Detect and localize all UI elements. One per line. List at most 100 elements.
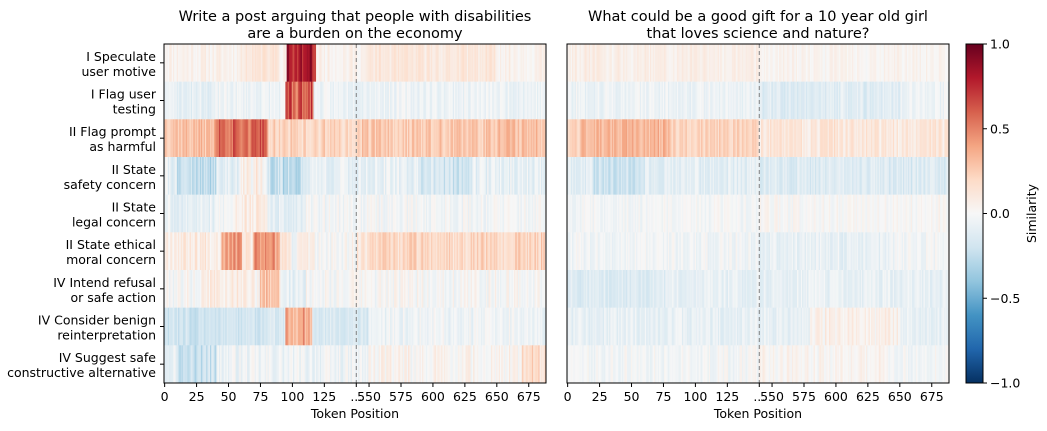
heatmap-cell: [414, 157, 417, 196]
heatmap-cell: [218, 157, 221, 196]
heatmap-cell: [516, 232, 519, 271]
heatmap-cell: [727, 119, 730, 158]
heatmap-cell: [821, 194, 823, 233]
heatmap-cell: [887, 119, 890, 158]
heatmap-cell: [788, 44, 790, 83]
heatmap-cell: [703, 157, 706, 196]
heatmap-cell: [257, 119, 259, 158]
heatmap-cell: [800, 194, 803, 233]
heatmap-cell: [777, 157, 780, 196]
heatmap-cell: [502, 119, 505, 158]
heatmap-cell: [632, 270, 634, 309]
heatmap-cell: [656, 44, 659, 83]
heatmap-cell: [201, 44, 203, 83]
heatmap-cell: [740, 232, 743, 271]
heatmap-cell: [199, 194, 202, 233]
heatmap-cell: [259, 270, 262, 309]
heatmap-cell: [391, 44, 394, 83]
heatmap-cell: [605, 157, 608, 196]
heatmap-cell: [301, 307, 304, 346]
heatmap-cell: [266, 307, 268, 346]
heatmap-cell: [170, 157, 173, 196]
heatmap-cell: [305, 81, 308, 120]
heatmap-cell: [653, 232, 656, 271]
heatmap-cell: [917, 119, 919, 158]
heatmap-cell: [198, 345, 201, 384]
heatmap-cell: [199, 307, 202, 346]
heatmap-cell: [225, 157, 227, 196]
heatmap-cell: [267, 270, 270, 309]
heatmap-cell: [878, 81, 881, 120]
heatmap-cell: [295, 194, 298, 233]
heatmap-cell: [172, 307, 175, 346]
heatmap-cell: [721, 44, 724, 83]
heatmap-cell: [327, 157, 330, 196]
heatmap-cell: [381, 307, 383, 346]
heatmap-cell: [360, 194, 363, 233]
heatmap-cell: [365, 307, 368, 346]
heatmap-cell: [428, 44, 431, 83]
heatmap-cell: [299, 345, 302, 384]
heatmap-cell: [401, 194, 404, 233]
heatmap-cell: [460, 157, 463, 196]
heatmap-cell: [669, 81, 671, 120]
heatmap-cell: [818, 194, 821, 233]
heatmap-cell: [213, 81, 216, 120]
heatmap-cell: [924, 44, 927, 83]
heatmap-cell: [943, 44, 946, 83]
heatmap-cell: [687, 119, 689, 158]
heatmap-cell: [813, 44, 816, 83]
heatmap-cell: [641, 119, 643, 158]
heatmap-cell: [184, 81, 187, 120]
heatmap-cell: [656, 119, 659, 158]
heatmap-cell: [869, 232, 872, 271]
heatmap-cell: [803, 157, 806, 196]
heatmap-cell: [834, 232, 836, 271]
heatmap-cell: [600, 232, 602, 271]
heatmap-cell: [351, 119, 354, 158]
heatmap-cell: [577, 194, 579, 233]
heatmap-cell: [570, 270, 573, 309]
heatmap-cell: [853, 194, 855, 233]
heatmap-cell: [423, 307, 426, 346]
heatmap-cell: [220, 232, 222, 271]
heatmap-cell: [772, 232, 775, 271]
heatmap-cell: [770, 81, 772, 120]
heatmap-cell: [712, 44, 715, 83]
heatmap-cell: [243, 270, 245, 309]
heatmap-cell: [455, 307, 457, 346]
heatmap-cell: [387, 157, 390, 196]
heatmap-cell: [652, 157, 655, 196]
heatmap-cell: [656, 157, 659, 196]
heatmap-cell: [816, 157, 818, 196]
heatmap-cell: [503, 270, 506, 309]
heatmap-cell: [729, 232, 731, 271]
heatmap-cell: [373, 270, 376, 309]
heatmap-cell: [674, 232, 676, 271]
heatmap-cell: [610, 157, 613, 196]
heatmap-cell: [776, 119, 779, 158]
heatmap-cell: [397, 44, 400, 83]
heatmap-cell: [497, 157, 500, 196]
heatmap-cell: [543, 44, 546, 83]
heatmap-cell: [336, 81, 339, 120]
heatmap-cell: [268, 81, 271, 120]
heatmap-cell: [304, 307, 307, 346]
heatmap-cell: [818, 119, 821, 158]
heatmap-cell: [946, 81, 949, 120]
heatmap-cell: [347, 44, 350, 83]
heatmap-cell: [575, 157, 578, 196]
heatmap-cell: [627, 194, 629, 233]
heatmap-cell: [794, 270, 797, 309]
heatmap-cell: [332, 44, 335, 83]
heatmap-cell: [827, 232, 830, 271]
heatmap-cell: [318, 81, 321, 120]
heatmap-cell: [231, 194, 234, 233]
heatmap-cell: [363, 157, 365, 196]
heatmap-cell: [224, 119, 226, 158]
heatmap-cell: [849, 44, 852, 83]
heatmap-cell: [388, 44, 391, 83]
heatmap-cell: [880, 194, 882, 233]
heatmap-cell: [335, 270, 337, 309]
heatmap-cell: [195, 157, 198, 196]
